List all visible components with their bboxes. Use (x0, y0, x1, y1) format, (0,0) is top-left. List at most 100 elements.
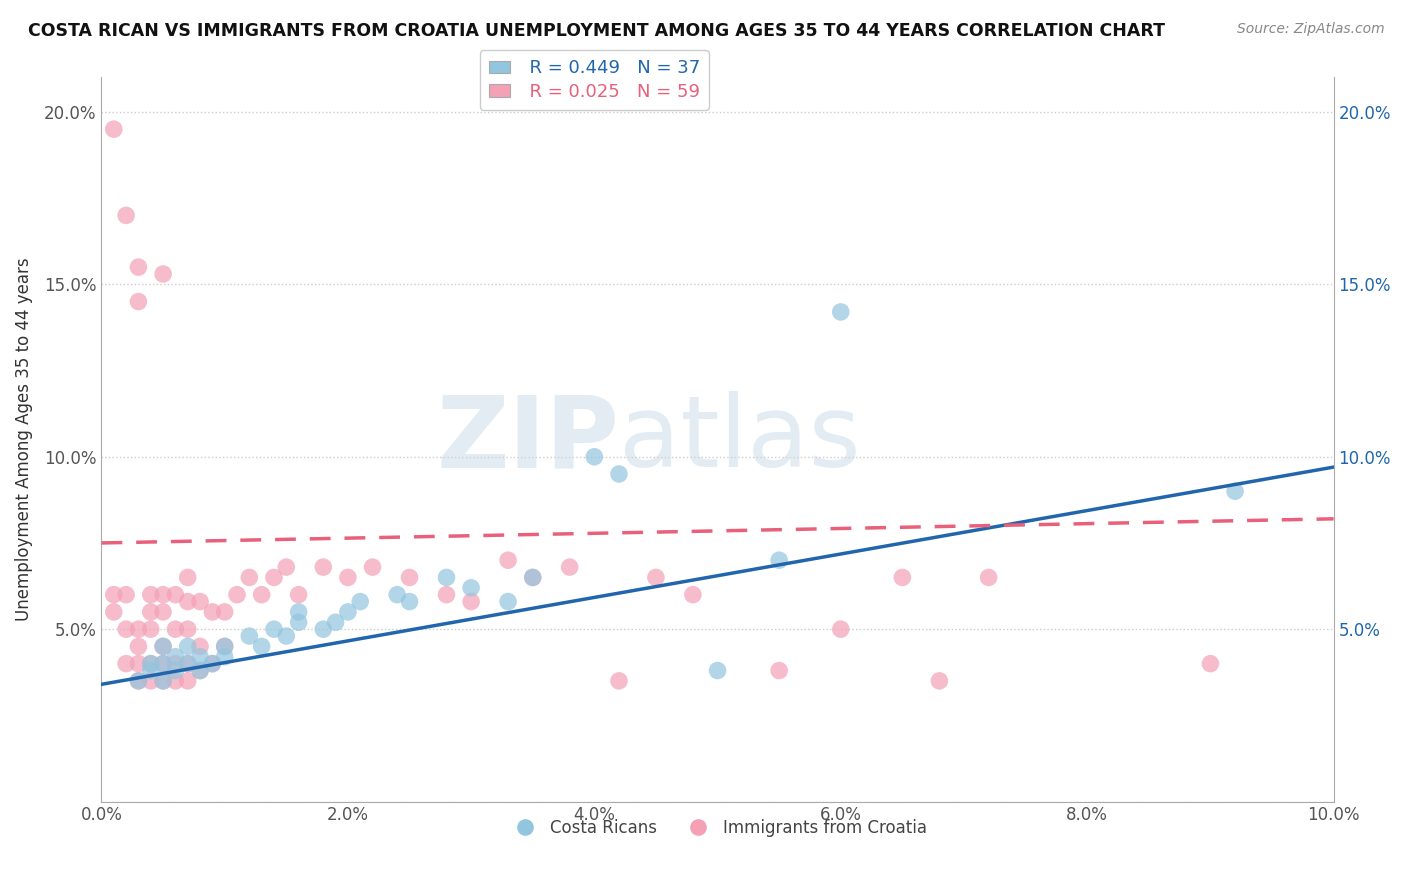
Point (238, 629, 260, 643)
Point (152, 640, 174, 654)
Point (152, 605, 174, 619)
Text: Source: ZipAtlas.com: Source: ZipAtlas.com (1237, 22, 1385, 37)
Point (645, 570, 668, 584)
Point (768, 553, 790, 567)
Point (287, 605, 309, 619)
Legend: Costa Ricans, Immigrants from Croatia: Costa Ricans, Immigrants from Croatia (501, 813, 934, 844)
Point (152, 588, 174, 602)
Point (177, 570, 200, 584)
Point (1223, 484, 1246, 499)
Point (139, 605, 162, 619)
Point (977, 570, 1000, 584)
Y-axis label: Unemployment Among Ages 35 to 44 years: Unemployment Among Ages 35 to 44 years (15, 258, 32, 622)
Point (139, 657, 162, 671)
Point (349, 594, 371, 608)
Text: ZIP: ZIP (436, 391, 619, 488)
Point (127, 673, 149, 688)
Point (188, 640, 211, 654)
Point (188, 664, 211, 678)
Point (152, 673, 174, 688)
Point (226, 588, 249, 602)
Point (165, 649, 187, 664)
Point (103, 122, 125, 136)
Point (607, 467, 630, 481)
Point (152, 640, 174, 654)
Point (139, 588, 162, 602)
Point (127, 640, 149, 654)
Point (385, 588, 408, 602)
Point (398, 594, 420, 608)
Point (460, 581, 482, 595)
Point (115, 588, 138, 602)
Point (201, 657, 224, 671)
Point (276, 560, 298, 574)
Point (706, 664, 728, 678)
Point (177, 657, 200, 671)
Point (312, 622, 335, 636)
Point (250, 588, 273, 602)
Point (214, 605, 236, 619)
Point (177, 594, 200, 608)
Text: atlas: atlas (619, 391, 860, 488)
Text: COSTA RICAN VS IMMIGRANTS FROM CROATIA UNEMPLOYMENT AMONG AGES 35 TO 44 YEARS CO: COSTA RICAN VS IMMIGRANTS FROM CROATIA U… (28, 22, 1166, 40)
Point (830, 622, 852, 636)
Point (460, 594, 482, 608)
Point (177, 640, 200, 654)
Point (201, 605, 224, 619)
Point (361, 560, 384, 574)
Point (177, 622, 200, 636)
Point (336, 605, 359, 619)
Point (115, 657, 138, 671)
Point (127, 260, 149, 274)
Point (276, 629, 298, 643)
Point (336, 570, 359, 584)
Point (115, 208, 138, 222)
Point (287, 615, 309, 630)
Point (139, 673, 162, 688)
Point (165, 673, 187, 688)
Point (496, 553, 519, 567)
Point (312, 560, 335, 574)
Point (165, 622, 187, 636)
Point (263, 570, 285, 584)
Point (830, 305, 852, 319)
Point (1199, 657, 1222, 671)
Point (768, 664, 790, 678)
Point (188, 594, 211, 608)
Point (682, 588, 704, 602)
Point (127, 622, 149, 636)
Point (127, 673, 149, 688)
Point (607, 673, 630, 688)
Point (522, 570, 544, 584)
Point (127, 657, 149, 671)
Point (436, 588, 458, 602)
Point (496, 594, 519, 608)
Point (287, 588, 309, 602)
Point (139, 657, 162, 671)
Point (127, 294, 149, 309)
Point (891, 570, 914, 584)
Point (165, 588, 187, 602)
Point (152, 673, 174, 688)
Point (165, 664, 187, 678)
Point (325, 615, 347, 630)
Point (152, 657, 174, 671)
Point (139, 664, 162, 678)
Point (152, 267, 174, 281)
Point (928, 673, 950, 688)
Point (214, 649, 236, 664)
Point (177, 657, 200, 671)
Point (263, 622, 285, 636)
Point (214, 640, 236, 654)
Point (398, 570, 420, 584)
Point (201, 657, 224, 671)
Point (177, 673, 200, 688)
Point (165, 657, 187, 671)
Point (115, 622, 138, 636)
Point (583, 450, 606, 464)
Point (558, 560, 581, 574)
Point (188, 649, 211, 664)
Point (238, 570, 260, 584)
Point (103, 588, 125, 602)
Point (103, 605, 125, 619)
